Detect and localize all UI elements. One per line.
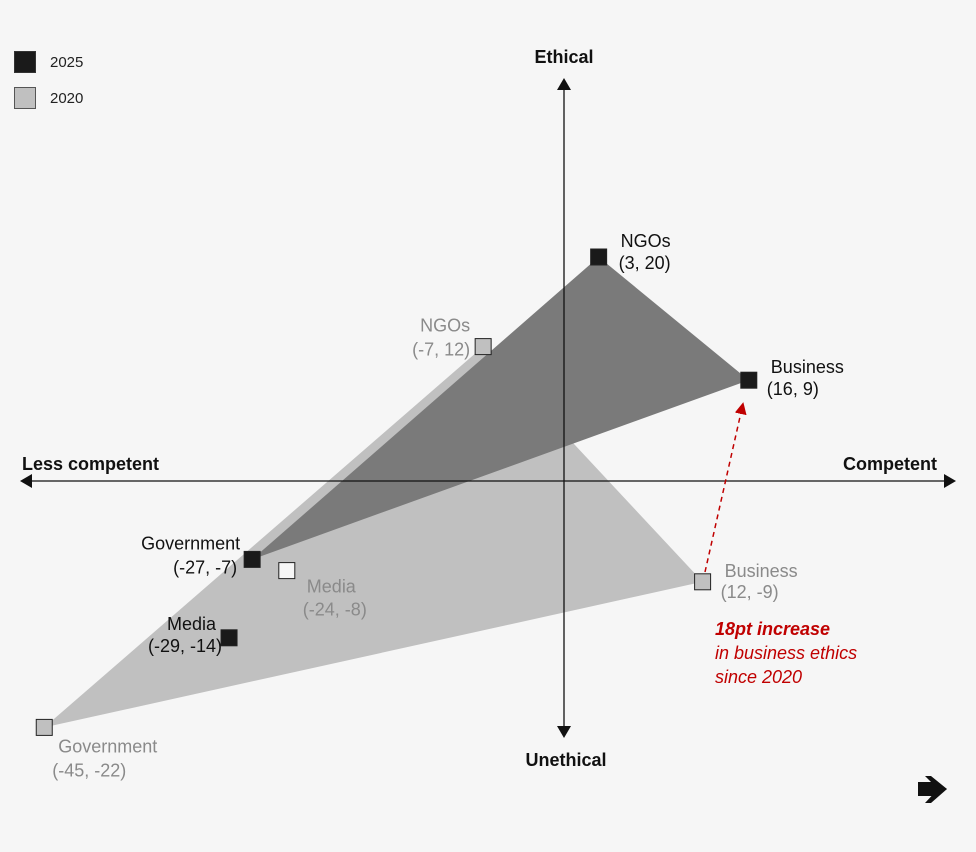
x-axis-label-left: Less competent (22, 454, 159, 474)
y-axis-top-arrow (557, 78, 571, 90)
point-label-2025-business: Business (771, 357, 844, 377)
annotation-line-2: in business ethics (715, 643, 857, 663)
legend-item-2020: 2020 (14, 86, 83, 110)
point-label-2025-government: Government (141, 533, 240, 553)
point-2020-media (278, 562, 296, 580)
point-coords-2025-media: (-29, -14) (148, 636, 222, 656)
point-coords-2025-ngos: (3, 20) (619, 253, 671, 273)
point-label-2020-media: Media (307, 577, 357, 597)
legend-swatch-2020 (14, 87, 36, 109)
point-2025-ngos (590, 248, 608, 266)
y-axis-label-top: Ethical (534, 47, 593, 67)
legend-swatch-2025 (14, 51, 36, 73)
legend-item-2025: 2025 (14, 50, 83, 74)
point-2020-government (35, 718, 53, 736)
x-axis-right-arrow (944, 474, 956, 488)
point-label-2020-ngos: NGOs (420, 316, 470, 336)
point-coords-2025-business: (16, 9) (767, 379, 819, 399)
point-coords-2020-business: (12, -9) (721, 582, 779, 602)
point-coords-2025-government: (-27, -7) (173, 557, 237, 577)
point-2025-business (740, 371, 758, 389)
legend-label-2025: 2025 (50, 53, 84, 71)
point-label-2025-ngos: NGOs (621, 231, 671, 251)
triangle-2025 (252, 257, 749, 560)
point-2020-business (694, 573, 712, 591)
point-2020-ngos (474, 338, 492, 356)
y-axis-label-bottom: Unethical (525, 750, 606, 770)
point-2025-media (220, 629, 238, 647)
point-coords-2020-ngos: (-7, 12) (412, 340, 470, 360)
arrow-logo-icon (918, 776, 947, 803)
annotation-headline: 18pt increase (715, 619, 830, 639)
point-label-2025-media: Media (167, 614, 217, 634)
point-2025-government (243, 550, 261, 568)
increase-arrow (704, 402, 747, 573)
x-axis-label-right: Competent (843, 454, 937, 474)
x-axis-left-arrow (20, 474, 32, 488)
legend-label-2020: 2020 (50, 89, 84, 107)
point-coords-2020-media: (-24, -8) (303, 600, 367, 620)
point-coords-2020-government: (-45, -22) (52, 760, 126, 780)
legend: 2025 2020 (14, 50, 83, 122)
point-label-2020-business: Business (725, 561, 798, 581)
point-label-2020-government: Government (58, 736, 157, 756)
annotation-line-3: since 2020 (715, 667, 802, 687)
y-axis-bottom-arrow (557, 726, 571, 738)
